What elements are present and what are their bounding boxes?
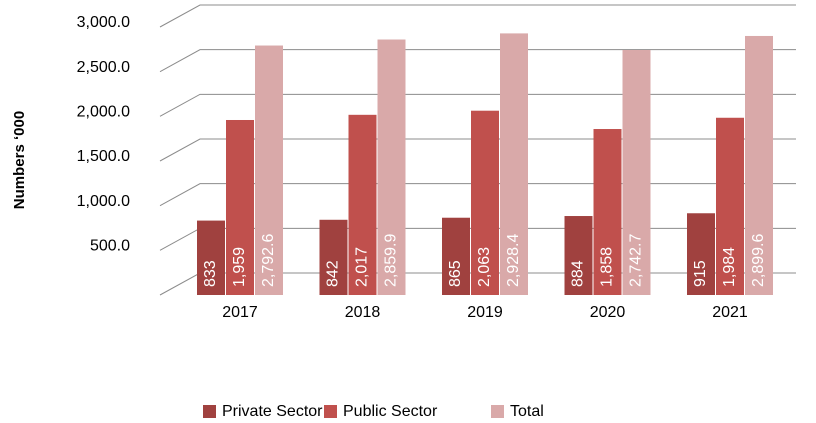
y-tick-label: 2,500.0 bbox=[77, 59, 130, 76]
legend-swatch bbox=[491, 405, 504, 418]
value-label: 833 bbox=[202, 260, 219, 287]
y-tick-label: 500.0 bbox=[90, 238, 130, 255]
value-label: 1,959 bbox=[231, 247, 248, 287]
bar bbox=[377, 39, 406, 296]
bar bbox=[471, 110, 499, 296]
value-label: 1,984 bbox=[721, 247, 738, 287]
y-axis-label: Numbers ‘000 bbox=[11, 111, 28, 209]
bar bbox=[745, 35, 773, 296]
bar bbox=[226, 119, 254, 295]
value-label: 884 bbox=[570, 260, 587, 287]
bar bbox=[255, 45, 283, 295]
value-label: 2,928.4 bbox=[505, 234, 522, 287]
value-label: 2,017 bbox=[354, 247, 371, 287]
bar bbox=[687, 213, 715, 295]
y-tick-label: 3,000.0 bbox=[77, 14, 130, 31]
grid-line bbox=[159, 49, 796, 73]
y-tick-label: 1,500.0 bbox=[77, 148, 130, 165]
legend-swatch bbox=[203, 405, 216, 418]
value-label: 2,899.6 bbox=[750, 234, 767, 287]
value-label: 915 bbox=[692, 260, 709, 287]
y-tick-label: 2,000.0 bbox=[77, 104, 130, 121]
value-label: 2,063 bbox=[476, 247, 493, 287]
y-tick-label: 1,000.0 bbox=[77, 193, 130, 210]
value-label: 1,858 bbox=[599, 247, 616, 287]
x-tick-label: 2020 bbox=[590, 304, 626, 321]
legend-label: Total bbox=[510, 403, 544, 420]
bar bbox=[564, 216, 593, 295]
bar bbox=[593, 129, 622, 295]
legend-swatch bbox=[324, 405, 337, 418]
bar bbox=[197, 220, 225, 295]
grid-line bbox=[159, 93, 796, 117]
grid-line bbox=[159, 4, 796, 28]
x-tick-label: 2018 bbox=[345, 304, 381, 321]
bar bbox=[622, 49, 651, 295]
bar bbox=[319, 219, 348, 295]
x-tick-label: 2019 bbox=[467, 304, 503, 321]
value-label: 842 bbox=[325, 260, 342, 287]
bar bbox=[500, 33, 528, 295]
value-label: 2,792.6 bbox=[260, 234, 277, 287]
legend-label: Private Sector bbox=[222, 403, 323, 420]
x-tick-label: 2021 bbox=[712, 304, 748, 321]
legend-label: Public Sector bbox=[343, 403, 438, 420]
value-label: 2,742.7 bbox=[628, 234, 645, 287]
bar bbox=[716, 117, 744, 295]
bar bbox=[348, 114, 377, 295]
bar bbox=[442, 217, 470, 295]
x-tick-label: 2017 bbox=[222, 304, 258, 321]
value-label: 865 bbox=[447, 260, 464, 287]
value-label: 2,859.9 bbox=[383, 234, 400, 287]
